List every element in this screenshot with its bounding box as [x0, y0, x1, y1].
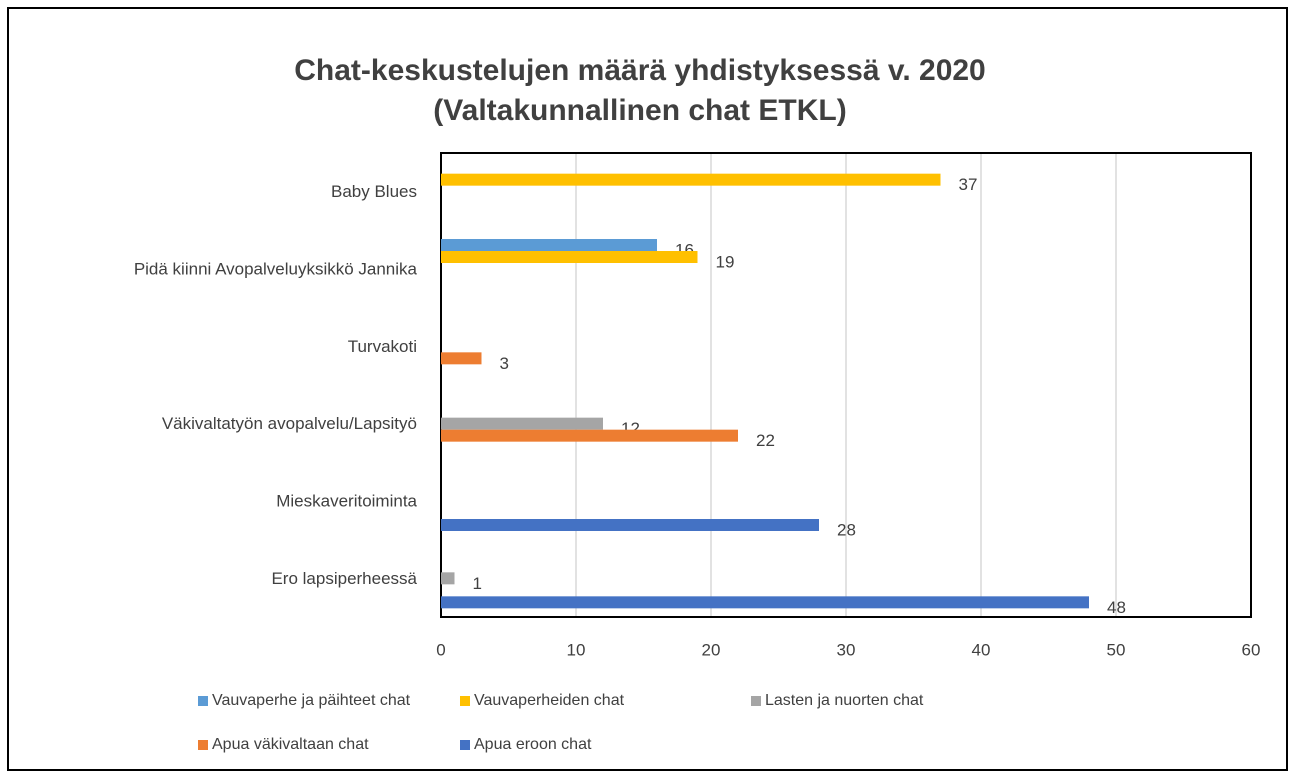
- bar: [441, 239, 657, 251]
- y-tick-label: Väkivaltatyön avopalvelu/Lapsityö: [162, 414, 417, 433]
- legend-label: Vauvaperheiden chat: [474, 692, 625, 709]
- legend-swatch: [198, 740, 208, 750]
- legend-label: Apua eroon chat: [474, 736, 592, 753]
- legend-swatch: [460, 696, 470, 706]
- x-tick-label: 0: [436, 640, 445, 659]
- legend-swatch: [751, 696, 761, 706]
- chart-title: Chat-keskustelujen määrä yhdistyksessä v…: [294, 54, 986, 87]
- data-label: 3: [500, 354, 509, 373]
- legend-swatch: [198, 696, 208, 706]
- data-label: 48: [1107, 598, 1126, 617]
- bar: [441, 572, 455, 585]
- x-tick-label: 50: [1107, 640, 1126, 659]
- legend-label: Vauvaperhe ja päihteet chat: [212, 692, 411, 709]
- data-label: 22: [756, 431, 775, 450]
- bar: [441, 173, 941, 186]
- x-tick-label: 30: [837, 640, 856, 659]
- bar: [441, 429, 738, 442]
- bar: [441, 519, 819, 531]
- bar: [441, 251, 698, 263]
- y-tick-label: Turvakoti: [348, 337, 417, 356]
- bar: [441, 417, 603, 430]
- plot-frame: [440, 152, 1252, 618]
- x-tick-label: 40: [972, 640, 991, 659]
- legend-label: Lasten ja nuorten chat: [765, 692, 924, 709]
- y-tick-label: Pidä kiinni Avopalveluyksikkö Jannika: [134, 259, 418, 278]
- data-label: 19: [716, 252, 735, 271]
- data-label: 37: [959, 175, 978, 194]
- chart-title: (Valtakunnallinen chat ETKL): [433, 94, 846, 127]
- data-label: 28: [837, 520, 856, 539]
- data-label: 1: [473, 574, 482, 593]
- y-tick-label: Mieskaveritoiminta: [276, 491, 417, 510]
- bar: [441, 352, 482, 365]
- x-tick-label: 10: [567, 640, 586, 659]
- y-tick-label: Ero lapsiperheessä: [271, 569, 417, 588]
- x-tick-label: 60: [1242, 640, 1261, 659]
- bar: [441, 596, 1089, 609]
- legend-swatch: [460, 740, 470, 750]
- legend-label: Apua väkivaltaan chat: [212, 736, 369, 753]
- x-tick-label: 20: [702, 640, 721, 659]
- y-tick-label: Baby Blues: [331, 182, 417, 201]
- chart-frame: [7, 7, 1288, 771]
